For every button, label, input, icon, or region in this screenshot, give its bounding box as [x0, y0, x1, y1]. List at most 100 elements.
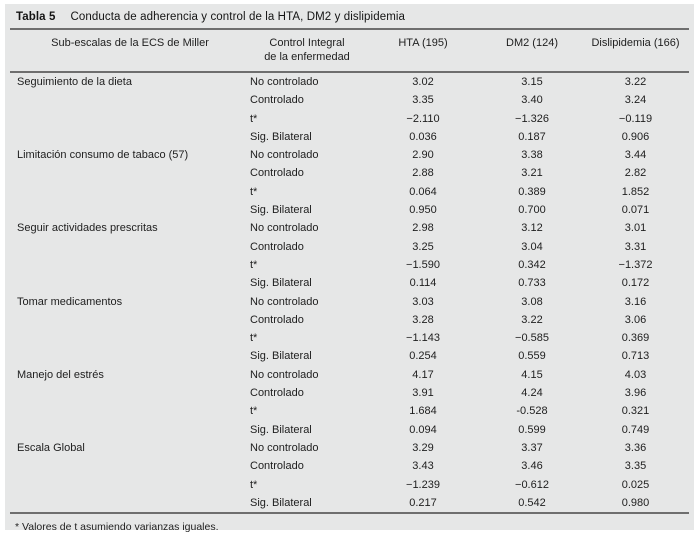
table-row: Sig. Bilateral 0.036 0.187 0.906	[10, 128, 689, 146]
control-status-cell: t*	[250, 185, 258, 198]
table-row: t* 1.684 -0.528 0.321	[10, 402, 689, 420]
dislipidemia-value-cell: −0.119	[618, 112, 653, 125]
control-status-cell: Controlado	[250, 313, 304, 326]
hta-value-cell: 0.064	[409, 185, 437, 198]
dm2-value-cell: 3.46	[521, 460, 543, 473]
control-status-cell: Sig. Bilateral	[250, 423, 312, 436]
table-title-text: Conducta de adherencia y control de la H…	[70, 11, 406, 23]
table-row: Sig. Bilateral 0.950 0.700 0.071	[10, 201, 689, 219]
dm2-value-cell: 3.08	[521, 295, 543, 308]
hta-value-cell: 2.90	[412, 149, 434, 162]
control-status-cell: t*	[250, 258, 258, 271]
hta-value-cell: 3.91	[412, 387, 434, 400]
dm2-value-cell: 0.542	[518, 496, 546, 509]
section-label-cell	[10, 256, 250, 274]
dislipidemia-value-cell: 3.44	[624, 149, 647, 162]
hta-value-cell: 3.25	[412, 240, 434, 253]
control-status-cell: Controlado	[250, 94, 304, 107]
control-status-cell: Controlado	[250, 460, 304, 473]
control-status-cell: t*	[250, 112, 258, 125]
section-label-cell	[10, 329, 250, 347]
dm2-value-cell: 0.389	[518, 185, 546, 198]
section-label-cell: Seguir actividades prescritas	[17, 222, 158, 235]
table-title: Tabla 5 Conducta de adherencia y control …	[10, 4, 689, 30]
section-label-cell	[10, 402, 250, 420]
table-row: t* −2.110 −1.326 −0.119	[10, 110, 689, 128]
dislipidemia-value-cell: 3.01	[624, 222, 647, 235]
hta-value-cell: 3.43	[412, 460, 434, 473]
control-status-cell: Sig. Bilateral	[250, 496, 312, 509]
dislipidemia-value-cell: 3.35	[624, 460, 647, 473]
dislipidemia-value-cell: 0.025	[621, 478, 650, 491]
dm2-value-cell: 0.700	[518, 204, 546, 217]
dm2-value-cell: −0.612	[515, 478, 549, 491]
table-row: Controlado 3.43 3.46 3.35	[10, 457, 689, 475]
table-row: Tomar medicamentos No controlado 3.03 3.08 3…	[10, 293, 689, 311]
hta-value-cell: 3.35	[412, 94, 434, 107]
dm2-value-cell: 3.12	[521, 222, 543, 235]
dislipidemia-value-cell: 3.24	[624, 94, 647, 107]
table-row: Sig. Bilateral 0.094 0.599 0.749	[10, 421, 689, 439]
table-row: Manejo del estrés No controlado 4.17 4.15 4.…	[10, 366, 689, 384]
dm2-value-cell: 3.21	[521, 167, 543, 180]
hta-value-cell: 0.217	[409, 496, 437, 509]
dm2-value-cell: 0.342	[518, 258, 546, 271]
section-label-cell: Seguimiento de la dieta	[17, 76, 132, 88]
dm2-value-cell: 4.15	[521, 368, 543, 381]
dislipidemia-value-cell: 0.321	[621, 405, 650, 418]
header-row: Sub-escalas de la ECS de Miller Control …	[10, 30, 689, 73]
section-label-cell	[10, 457, 250, 475]
dm2-value-cell: −0.585	[515, 332, 549, 345]
hta-value-cell: 0.254	[409, 350, 437, 363]
table-row: t* −1.239 −0.612 0.025	[10, 476, 689, 494]
section-label-cell	[10, 274, 250, 292]
dislipidemia-value-cell: 3.06	[624, 313, 647, 326]
table-row: t* −1.590 0.342 −1.372	[10, 256, 689, 274]
table-row: Controlado 3.25 3.04 3.31	[10, 238, 689, 256]
table-row: t* 0.064 0.389 1.852	[10, 183, 689, 201]
hta-value-cell: 3.03	[412, 295, 434, 308]
section-label-cell	[10, 494, 250, 513]
adherence-table: Sub-escalas de la ECS de Miller Control …	[10, 30, 689, 515]
dislipidemia-value-cell: −1.372	[618, 258, 653, 271]
table-title-label: Tabla 5	[16, 11, 56, 23]
table-row: Controlado 3.28 3.22 3.06	[10, 311, 689, 329]
control-status-cell: No controlado	[250, 441, 319, 454]
table-row: Controlado 2.88 3.21 2.82	[10, 164, 689, 182]
control-status-cell: No controlado	[250, 295, 319, 308]
section-label-cell: Manejo del estrés	[17, 368, 104, 381]
dislipidemia-value-cell: 4.03	[624, 368, 647, 381]
dm2-value-cell: 3.04	[521, 240, 543, 253]
dislipidemia-value-cell: 3.31	[624, 240, 647, 253]
section-label-cell	[10, 128, 250, 146]
dm2-value-cell: 4.24	[521, 387, 543, 400]
dislipidemia-value-cell: 0.906	[621, 130, 650, 143]
column-header-dislipidemia: Dislipidemia (166)	[582, 30, 689, 73]
hta-value-cell: 0.036	[409, 130, 437, 143]
section-label-cell	[10, 421, 250, 439]
dislipidemia-value-cell: 0.749	[621, 423, 650, 436]
hta-value-cell: 0.114	[409, 277, 437, 290]
control-status-cell: No controlado	[250, 368, 319, 381]
control-status-cell: No controlado	[250, 222, 319, 235]
table-row: Seguimiento de la dieta No controlado 3.02…	[10, 72, 689, 91]
control-status-cell: Controlado	[250, 387, 304, 400]
dislipidemia-value-cell: 3.16	[624, 295, 647, 308]
table-row: Seguir actividades prescritas No controla…	[10, 219, 689, 237]
section-label-cell	[10, 347, 250, 365]
dislipidemia-value-cell: 0.071	[621, 204, 650, 217]
column-header-dm2: DM2 (124)	[482, 30, 582, 73]
hta-value-cell: −2.110	[406, 112, 440, 125]
dislipidemia-value-cell: 3.36	[624, 441, 647, 454]
table-row: Sig. Bilateral 0.254 0.559 0.713	[10, 347, 689, 365]
hta-value-cell: 4.17	[412, 368, 434, 381]
dm2-value-cell: 3.38	[521, 149, 543, 162]
section-label-cell	[10, 164, 250, 182]
column-header-subscales: Sub-escalas de la ECS de Miller	[10, 30, 250, 73]
control-status-cell: t*	[250, 332, 258, 345]
dm2-value-cell: 0.187	[518, 130, 546, 143]
dislipidemia-value-cell: 0.980	[621, 496, 650, 509]
dm2-value-cell: 0.559	[518, 350, 546, 363]
dm2-value-cell: 3.37	[521, 441, 543, 454]
table-row: Sig. Bilateral 0.217 0.542 0.980	[10, 494, 689, 513]
